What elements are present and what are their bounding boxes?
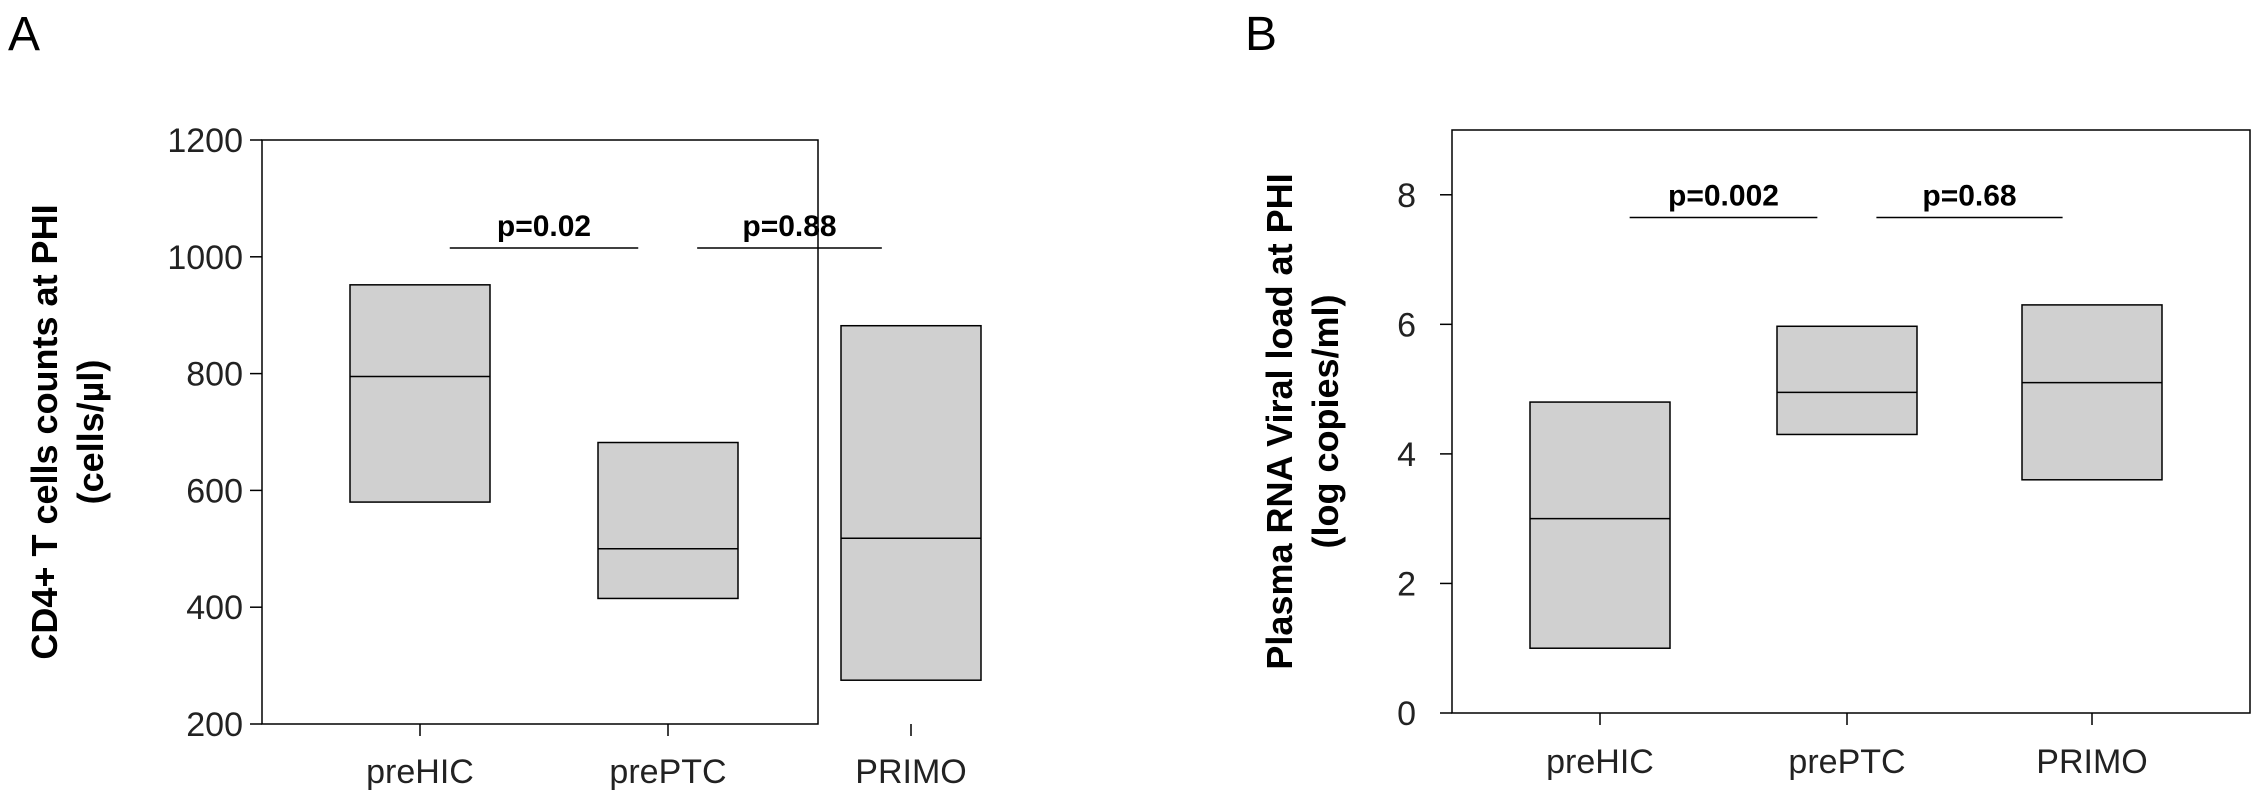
y-tick-label: 6: [1397, 306, 1416, 344]
y-axis-label-unit: (cells/µl): [70, 360, 111, 505]
box-prehic: [1529, 401, 1671, 649]
panel-label: A: [8, 8, 40, 61]
x-tick-label: prePTC: [609, 753, 726, 791]
chart-panel-b: B 0 2 4 6 8 Plasma RNA Viral load at PHI (log c…: [1245, 8, 2251, 781]
box-prehic: [349, 284, 491, 503]
x-tick-label: PRIMO: [2036, 743, 2147, 781]
y-tick-label: 0: [1397, 695, 1416, 733]
y-tick-label: 600: [186, 472, 243, 510]
y-tick-label: 8: [1397, 177, 1416, 215]
p-value-label: p=0.68: [1922, 179, 2016, 212]
box-preptc: [1776, 325, 1918, 436]
x-tick-label: preHIC: [366, 753, 474, 791]
x-tick-label: prePTC: [1788, 743, 1905, 781]
y-axis-label: Plasma RNA Viral load at PHI: [1259, 173, 1300, 669]
box-primo: [840, 324, 982, 681]
y-tick-label: 1200: [167, 122, 243, 160]
y-tick-label: 2: [1397, 565, 1416, 603]
chart-panel-a: A 200 400 600 800 1000 1200 CD4+ T cells counts…: [8, 8, 982, 791]
y-tick-label: 4: [1397, 436, 1416, 474]
panel-label: B: [1245, 8, 1277, 61]
y-tick-label: 200: [186, 706, 243, 744]
p-value-label: p=0.002: [1668, 179, 1779, 212]
box-primo: [2021, 304, 2163, 481]
y-tick-label: 400: [186, 589, 243, 627]
x-tick-label: PRIMO: [855, 753, 966, 791]
x-tick-label: preHIC: [1546, 743, 1654, 781]
p-value-label: p=0.02: [497, 210, 591, 243]
box-preptc: [597, 441, 739, 600]
p-value-label: p=0.88: [742, 210, 836, 243]
plot-frame: [261, 139, 819, 725]
y-axis-label-unit: (log copies/ml): [1305, 294, 1346, 548]
y-axis-label: CD4+ T cells counts at PHI: [24, 204, 65, 659]
y-tick-label: 1000: [167, 239, 243, 277]
y-tick-label: 800: [186, 356, 243, 394]
plot-frame: [1451, 129, 2251, 714]
